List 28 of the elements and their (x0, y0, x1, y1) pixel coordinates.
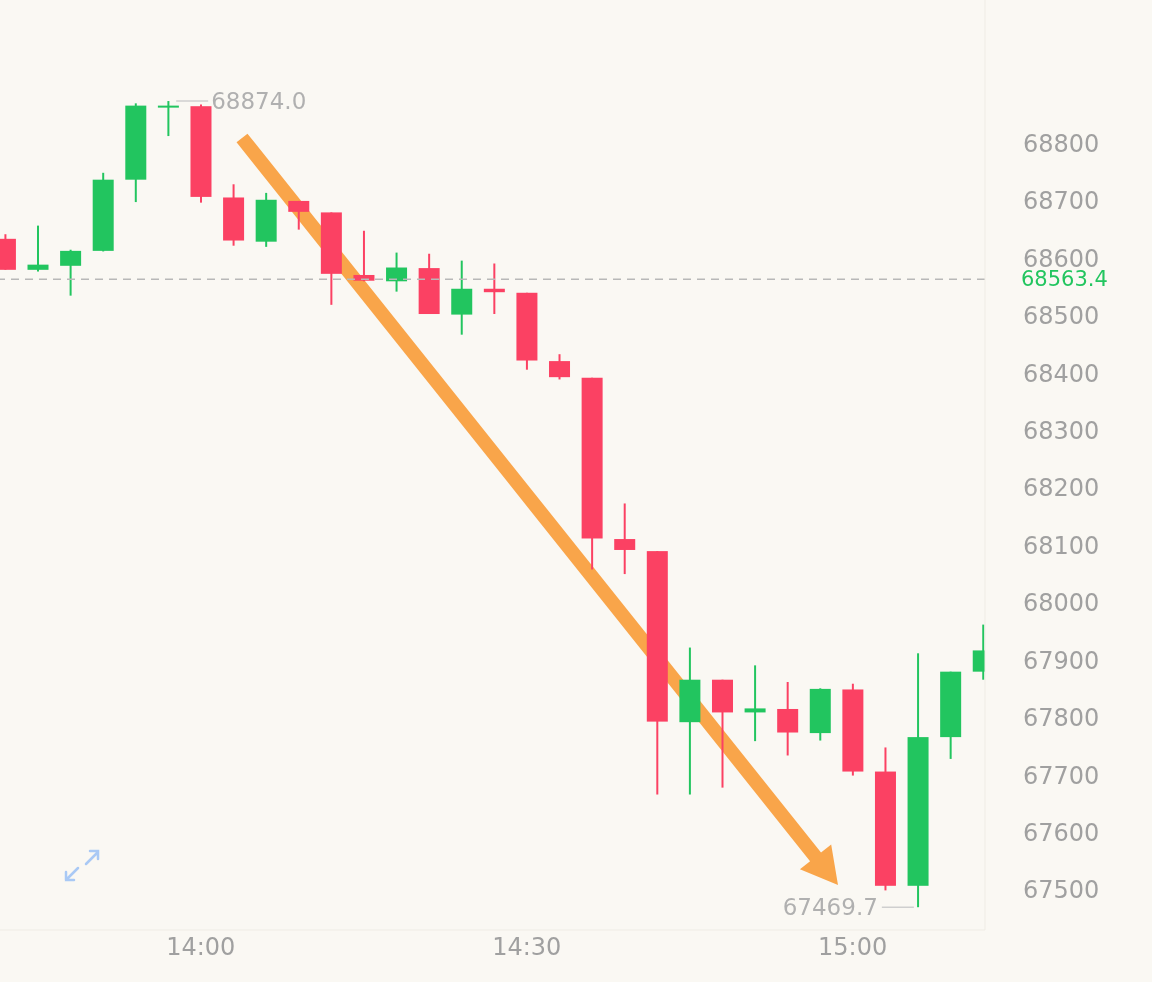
y-tick-label: 67700 (1023, 761, 1100, 790)
x-tick-label: 15:00 (818, 933, 888, 962)
candlestick (27, 224, 49, 273)
candlestick (288, 199, 310, 231)
x-tick-label: 14:30 (492, 933, 562, 962)
candlestick (549, 353, 571, 381)
y-tick-label: 68200 (1023, 474, 1100, 503)
y-tick-label: 68300 (1023, 417, 1100, 446)
y-tick-label: 67500 (1023, 876, 1100, 905)
candlestick (60, 248, 82, 297)
y-tick-label: 68400 (1023, 359, 1100, 388)
y-tick-label: 68800 (1023, 130, 1100, 159)
y-tick-label: 68000 (1023, 589, 1100, 618)
candlestick (353, 229, 375, 283)
candlestick (157, 100, 179, 138)
candlestick (614, 502, 636, 576)
y-tick-label: 67800 (1023, 704, 1100, 733)
candlestick (386, 251, 408, 293)
x-tick-label: 14:00 (166, 933, 236, 962)
candlestick (777, 681, 799, 757)
annotation: 68874.0 (211, 88, 307, 115)
candlestick (744, 664, 766, 743)
y-tick-label: 68500 (1023, 302, 1100, 331)
y-tick-label: 68100 (1023, 531, 1100, 560)
annotation: 67469.7 (782, 894, 878, 921)
y-tick-label: 67600 (1023, 818, 1100, 847)
y-tick-label: 67900 (1023, 646, 1100, 675)
y-tick-label: 68700 (1023, 187, 1100, 216)
